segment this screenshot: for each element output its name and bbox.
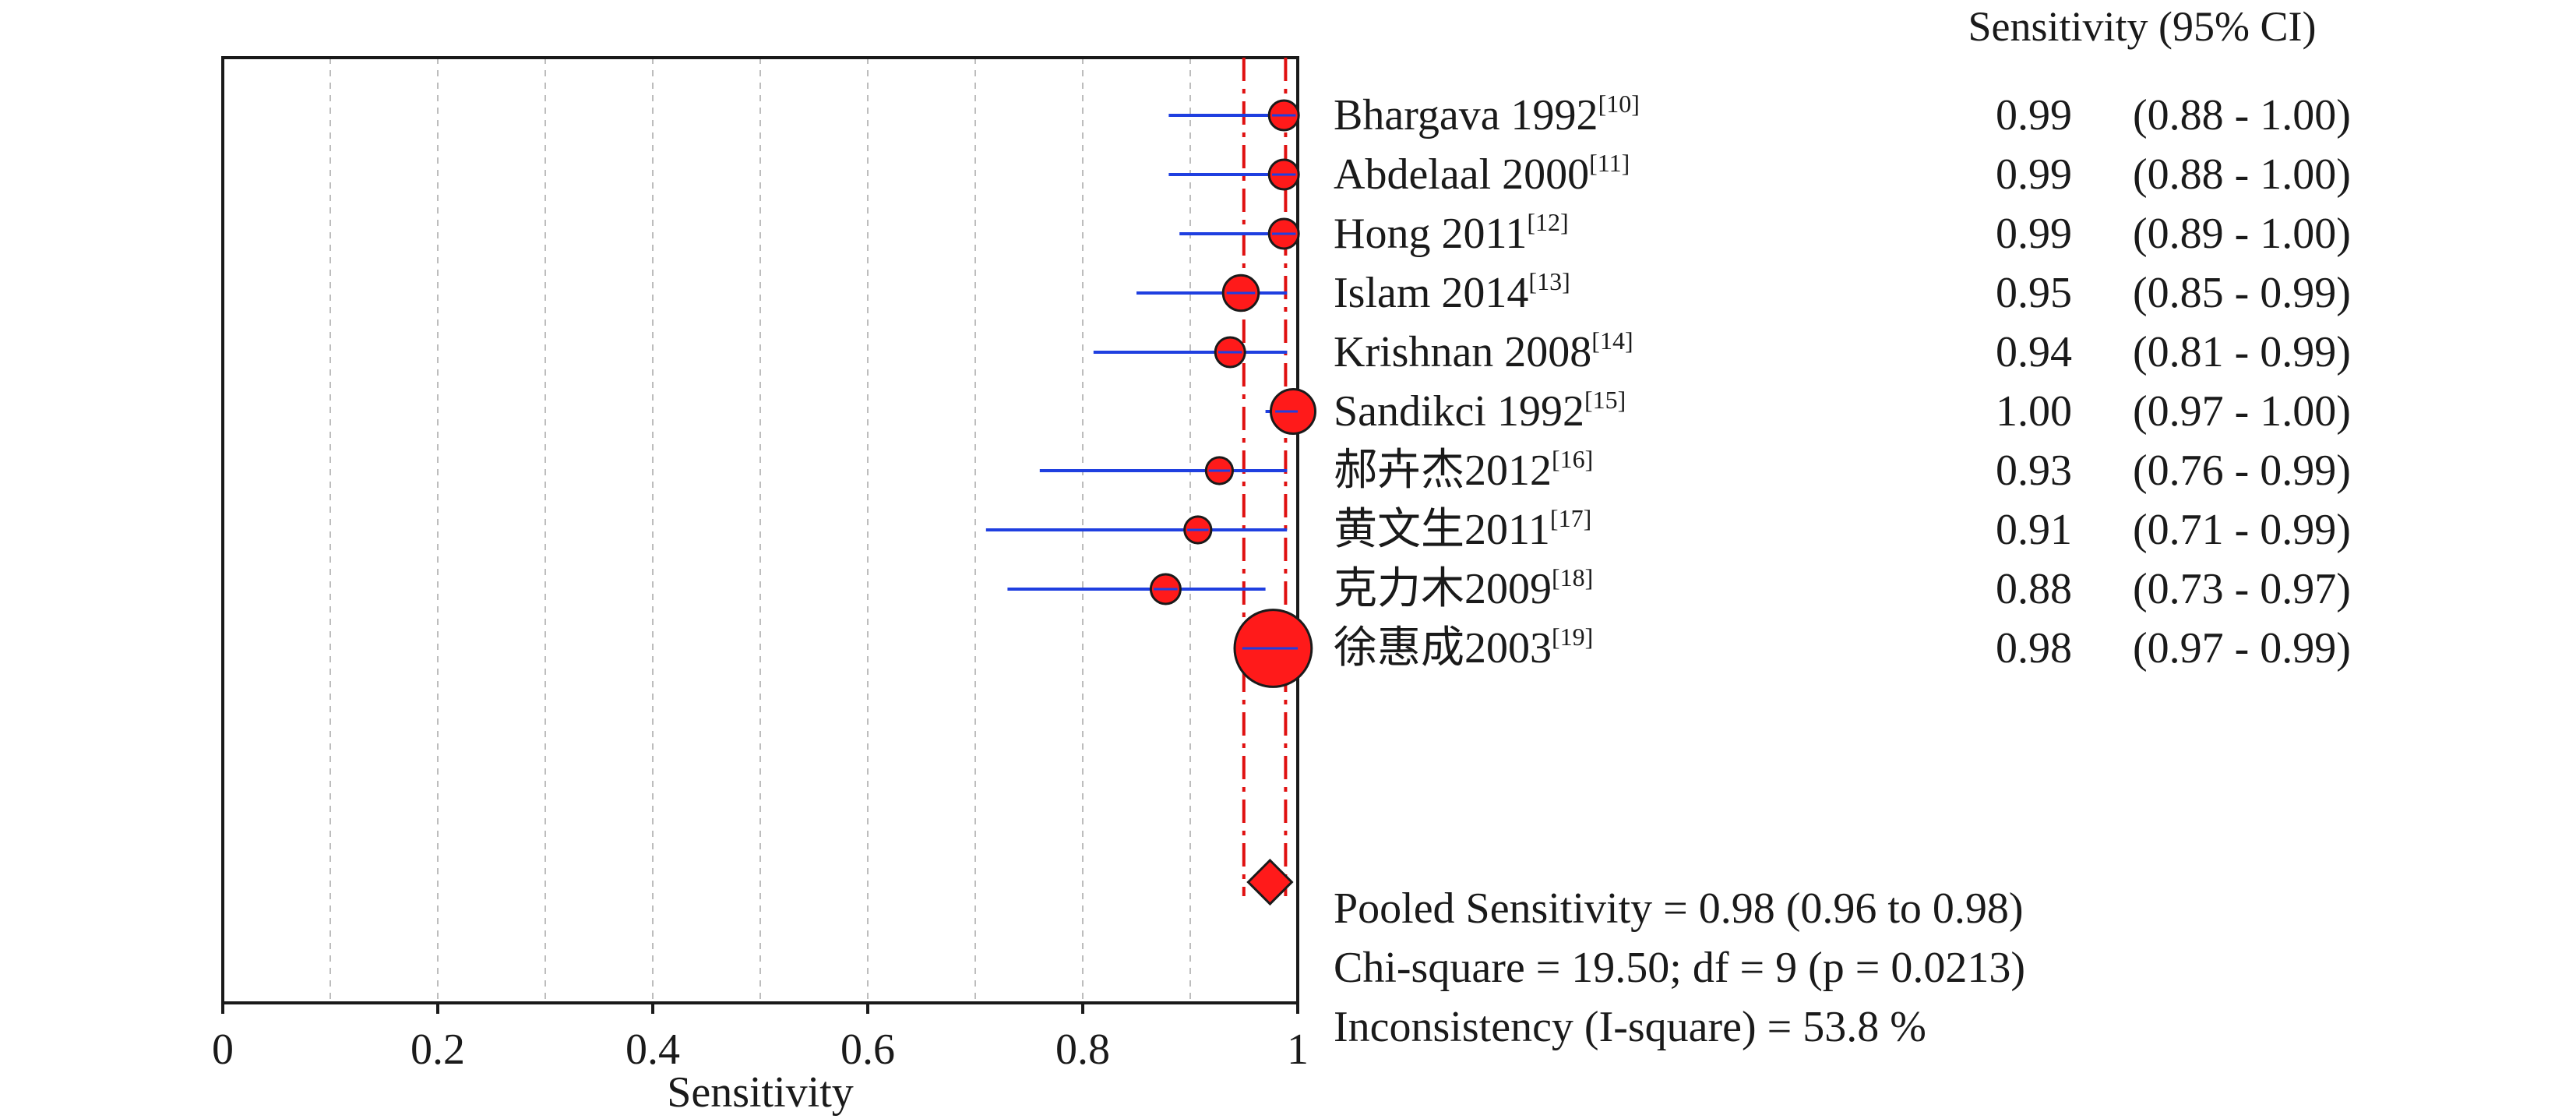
study-estimate: 0.99 <box>1996 91 2072 139</box>
x-tick-label: 0.8 <box>1055 1025 1110 1074</box>
study-estimate: 0.99 <box>1996 150 2072 199</box>
study-name-text: Islam 2014 <box>1334 269 1528 317</box>
study-name: 克力木2009[18] <box>1334 563 1593 613</box>
study-ci: (0.71 - 0.99) <box>2133 506 2351 554</box>
study-name: 徐惠成2003[19] <box>1334 623 1593 672</box>
study-ci-texts: (0.88 - 1.00) (0.88 - 1.00) (0.89 - 1.00) (… <box>2133 91 2351 672</box>
study-ref: [16] <box>1552 445 1593 473</box>
study-estimate: 1.00 <box>1996 387 2072 436</box>
study-ref: [17] <box>1550 504 1591 532</box>
study-estimates: 0.99 0.99 0.99 0.95 0.94 1.00 0.93 0.91 0.88 0.98 <box>1996 91 2072 672</box>
study-name: Abdelaal 2000[11] <box>1334 149 1630 199</box>
study-ci: (0.88 - 1.00) <box>2133 150 2351 199</box>
study-estimate: 0.98 <box>1996 624 2072 672</box>
study-name: 郝卉杰2012[16] <box>1334 445 1593 495</box>
summary-line: Chi-square = 19.50; df = 9 (p = 0.0213) <box>1334 944 2025 992</box>
study-ref: [15] <box>1584 386 1626 414</box>
x-tick-label: 0 <box>212 1025 234 1074</box>
pooled-ci-lines <box>1242 58 1288 896</box>
study-markers <box>1149 99 1316 688</box>
study-name: Hong 2011[12] <box>1334 208 1569 258</box>
study-name-text: Sandikci 1992 <box>1334 387 1584 436</box>
study-name-text: Bhargava 1992 <box>1334 91 1598 139</box>
x-axis-label: Sensitivity <box>667 1068 854 1117</box>
confidence-intervals <box>985 114 1298 650</box>
study-ci: (0.76 - 0.99) <box>2133 447 2351 495</box>
study-ref: [19] <box>1552 623 1593 651</box>
study-name-text: 黄文生2011 <box>1334 506 1550 554</box>
study-name: Krishnan 2008[14] <box>1334 327 1633 376</box>
study-ref: [12] <box>1527 208 1568 236</box>
study-name-text: 郝卉杰2012 <box>1334 447 1552 495</box>
summary-line: Inconsistency (I-square) = 53.8 % <box>1334 1003 1926 1051</box>
study-ref: [10] <box>1598 90 1640 118</box>
summary-line: Pooled Sensitivity = 0.98 (0.96 to 0.98) <box>1334 884 2024 933</box>
study-ref: [11] <box>1589 149 1630 177</box>
x-tick-label: 0.4 <box>625 1025 680 1074</box>
study-name-text: Krishnan 2008 <box>1334 328 1591 376</box>
pooled-diamond <box>1246 858 1294 906</box>
study-name-text: Abdelaal 2000 <box>1334 150 1589 199</box>
study-ref: [13] <box>1528 267 1570 295</box>
study-estimate: 0.88 <box>1996 565 2072 613</box>
study-estimate: 0.95 <box>1996 269 2072 317</box>
study-ci: (0.97 - 0.99) <box>2133 624 2351 672</box>
study-ci: (0.85 - 0.99) <box>2133 269 2351 317</box>
study-name: Bhargava 1992[10] <box>1334 90 1640 139</box>
study-name-text: Hong 2011 <box>1334 210 1527 258</box>
study-ci: (0.81 - 0.99) <box>2133 328 2351 376</box>
study-ci: (0.97 - 1.00) <box>2133 387 2351 436</box>
study-name: Islam 2014[13] <box>1334 267 1570 317</box>
study-ref: [18] <box>1552 563 1593 591</box>
study-estimate: 0.91 <box>1996 506 2072 554</box>
study-name-text: 徐惠成2003 <box>1334 624 1552 672</box>
column-header: Sensitivity (95% CI) <box>1968 3 2317 50</box>
x-axis-ticks: 0 0.2 0.4 0.6 0.8 1 <box>212 1003 1309 1074</box>
study-estimate: 0.99 <box>1996 210 2072 258</box>
x-tick-label: 1 <box>1287 1025 1309 1074</box>
study-ci: (0.73 - 0.97) <box>2133 565 2351 613</box>
study-ref: [14] <box>1591 327 1633 355</box>
grid-lines <box>329 58 1191 1003</box>
x-tick-label: 0.6 <box>840 1025 895 1074</box>
study-ci: (0.89 - 1.00) <box>2133 210 2351 258</box>
study-estimate: 0.93 <box>1996 447 2072 495</box>
study-name: 黄文生2011[17] <box>1334 504 1591 554</box>
study-ci: (0.88 - 1.00) <box>2133 91 2351 139</box>
study-names: Bhargava 1992[10] Abdelaal 2000[11] Hong 2… <box>1334 90 1640 672</box>
summary-statistics: Pooled Sensitivity = 0.98 (0.96 to 0.98)… <box>1334 884 2025 1051</box>
x-tick-label: 0.2 <box>411 1025 465 1074</box>
pooled-diamond-group <box>1246 858 1294 906</box>
study-name-text: 克力木2009 <box>1334 565 1552 613</box>
study-estimate: 0.94 <box>1996 328 2072 376</box>
study-name: Sandikci 1992[15] <box>1334 386 1626 436</box>
plot-frame <box>221 56 1299 1004</box>
